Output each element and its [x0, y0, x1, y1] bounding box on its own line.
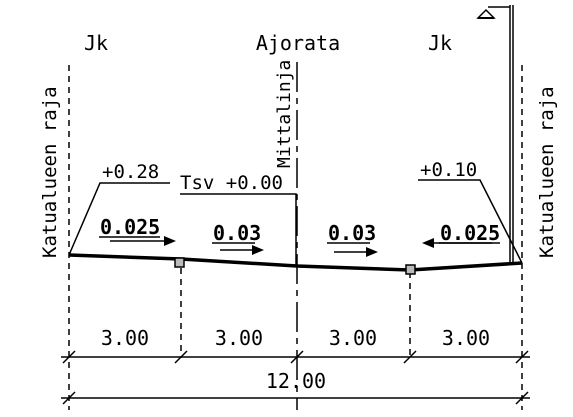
slope-label-right-lane: 0.03	[328, 221, 376, 245]
dimension-ticks	[62, 350, 529, 405]
dimension-segment-3: 3.00	[329, 326, 377, 350]
slope-label-right-walkway: 0.025	[440, 221, 500, 245]
curb-marker-right	[405, 264, 416, 275]
dimension-segment-2: 3.00	[215, 326, 263, 350]
section-label-right-walkway: Jk	[428, 31, 452, 55]
slope-arrow-left-lane	[220, 245, 264, 255]
dimension-segment-1: 3.00	[101, 326, 149, 350]
dimension-total: 12.00	[266, 369, 326, 393]
elevation-label-right: +0.10	[420, 159, 477, 181]
road-surface	[68, 253, 523, 272]
boundary-label-left: Katualueen raja	[39, 86, 61, 258]
street-lamp-icon	[476, 5, 514, 263]
elevation-label-left: +0.28	[102, 161, 159, 183]
boundary-label-right: Katualueen raja	[536, 86, 558, 258]
curb-marker-left	[174, 257, 185, 268]
elevation-leader-center	[180, 193, 297, 266]
dimension-segment-4: 3.00	[442, 326, 490, 350]
slope-label-left-lane: 0.03	[213, 221, 261, 245]
section-label-carriageway: Ajorata	[256, 31, 340, 55]
centerline-label: Mittalinja	[274, 60, 295, 168]
slope-arrow-right-lane	[334, 247, 378, 257]
slope-arrow-left-walkway	[110, 236, 176, 246]
section-label-left-walkway: Jk	[84, 31, 108, 55]
elevation-label-center: Tsv +0.00	[180, 172, 283, 194]
slope-label-left-walkway: 0.025	[100, 215, 160, 239]
elevation-leader-left	[68, 182, 170, 256]
slope-arrow-right-walkway	[422, 238, 492, 248]
elevation-leader-right	[418, 179, 523, 264]
